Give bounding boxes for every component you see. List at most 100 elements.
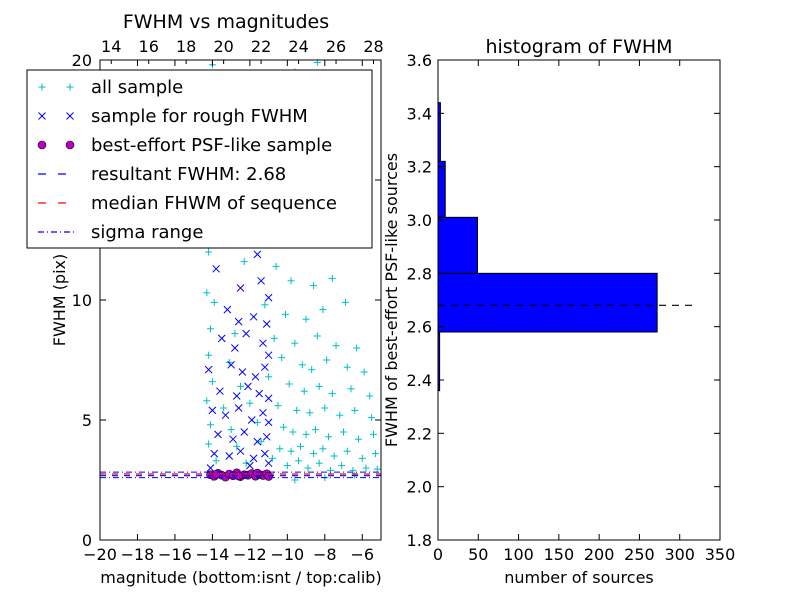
y-tick-label: 3.4 [407,104,432,123]
y-tick-label: 0 [82,531,92,550]
point-plus-48 [360,368,368,376]
point-plus-100 [349,466,357,474]
histogram-xlabel: number of sources [504,568,654,587]
y-tick-label: 3.2 [407,158,432,177]
point-plus-63 [306,409,314,417]
point-x-19-b [251,372,260,381]
histogram-bar [437,216,478,274]
top-tick-label: 16 [139,37,159,56]
point-plus-53 [300,387,308,395]
point-x-44 [246,461,254,470]
point-x-30 [259,408,267,417]
legend-item: median FHWM of sequence [38,193,337,214]
point-plus-81 [257,438,265,446]
top-tick-label: 22 [251,37,271,56]
point-x-9-b [249,312,258,321]
x-tick-label: 350 [705,545,736,564]
point-x-16 [204,365,213,374]
point-x-25 [264,394,273,403]
point-x-40-b [249,454,258,463]
point-plus-34 [207,325,215,333]
x-tick-label: −16 [158,545,192,564]
point-plus-67 [368,414,376,422]
point-x-10 [262,320,271,328]
point-x-42 [264,459,273,468]
y-tick-label: 2.8 [407,264,432,283]
legend-marker-plus-a [38,83,46,91]
point-plus-86 [319,445,327,453]
point-plus-69 [227,426,235,434]
point-x-4-b [236,284,245,292]
scatter-axes: −20 −18 −16 −14 −12 −10 −8 −6 14 16 18 20 22 24 26 28 0 5… [72,37,384,564]
point-plus-52 [285,380,293,388]
point-x-12-b [231,344,239,352]
x-tick-label: −18 [121,545,155,564]
point-x-6-b [264,293,273,302]
point-x-39 [236,447,245,456]
x-tick-label: −6 [350,545,374,564]
point-plus-91 [212,457,220,465]
point-plus-56 [347,385,355,393]
point-x-17-b [227,360,235,369]
point-x-41 [260,449,269,458]
point-plus-104 [291,476,299,484]
point-x-3-b [212,264,221,273]
point-plus-79 [205,440,213,448]
point-plus-21 [205,248,213,256]
scatter-reference-lines [100,471,381,479]
x-tick-label: 250 [624,545,655,564]
point-plus-85 [310,450,318,458]
x-tick-label: −12 [233,545,267,564]
histogram-bar [437,160,446,218]
point-plus-33 [341,298,349,306]
point-plus-61 [274,402,282,410]
point-plus-24 [287,277,295,285]
point-plus-88 [343,447,351,455]
histogram-ylabel: FWHM of best-effort PSF-like sources [382,153,401,447]
point-x-26 [208,406,217,415]
point-plus-78 [370,430,378,438]
point-x-17 [227,360,235,369]
point-x-21-b [216,387,224,396]
y-tick-label: 2.0 [407,478,432,497]
x-tick-label: 300 [664,545,695,564]
point-x-19 [251,372,260,381]
point-x-7 [223,305,232,314]
point-x-41-b [260,449,269,458]
point-x-20-b [260,363,269,372]
point-x-27-b [221,411,230,420]
y-tick-label: 5 [82,411,92,430]
point-x-40 [249,454,258,463]
legend-marker-circle-b [65,140,75,150]
point-plus-59 [220,404,228,412]
point-x-6 [264,293,273,302]
point-plus-27 [203,289,211,297]
point-plus-80 [233,442,241,450]
histogram-frame [437,59,721,541]
legend-label: all sample [91,77,183,98]
legend-label: sigma range [91,222,203,243]
top-tick-label: 14 [101,37,121,56]
point-plus-32 [319,306,327,314]
point-plus-101 [362,464,370,472]
point-x-44-b [246,461,254,470]
point-plus-65 [336,411,344,419]
point-plus-66 [351,406,359,414]
point-plus-92 [242,459,250,467]
point-x-26-b [208,406,217,415]
top-tick-label: 26 [326,37,346,56]
point-plus-43 [278,354,286,362]
point-x-34-b [240,428,249,436]
point-plus-84 [296,442,304,450]
point-plus-99 [338,462,346,470]
point-plus-95 [295,457,303,465]
scatter-xlabel: magnitude (bottom:isnt / top:calib) [100,568,381,587]
x-tick-label: −8 [313,545,337,564]
histogram-axes: 0 50 100 150 200 250 300 350 1.8 2.0 2.2 2.4 2.6 2.8 3… [407,51,736,564]
point-x-29 [247,416,256,424]
point-plus-97 [315,459,323,467]
point-x-15 [264,351,273,360]
y-tick-label: 2.4 [407,371,432,390]
point-x-15-b [264,351,273,360]
point-x-28-b [234,404,243,412]
